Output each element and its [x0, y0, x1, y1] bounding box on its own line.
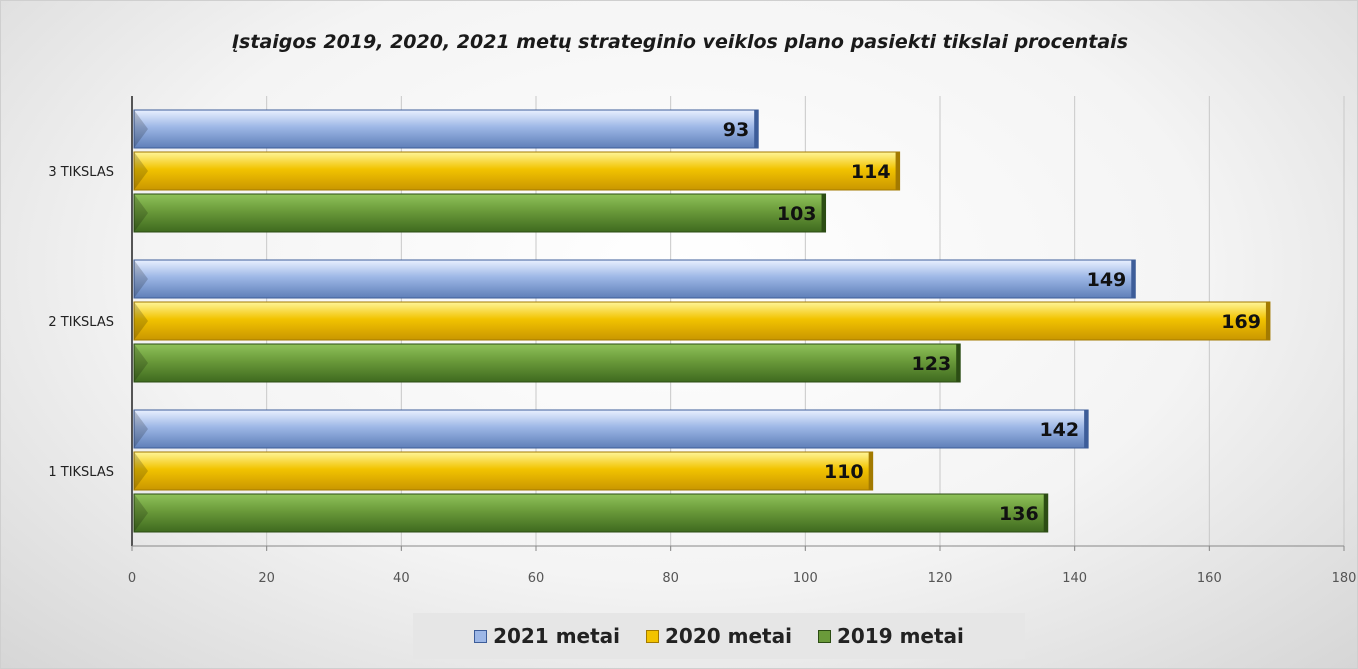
bar-end-cap: [1131, 260, 1136, 298]
bar-bevel: [134, 302, 148, 340]
legend-swatch: [817, 629, 831, 643]
x-tick-label: 40: [393, 571, 410, 586]
data-label: 93: [723, 119, 749, 141]
bar-bevel: [134, 452, 148, 490]
bar: [133, 301, 1271, 341]
legend-label: 2021 metai: [493, 624, 621, 648]
x-tick-label: 20: [258, 571, 275, 586]
bar: [133, 409, 1089, 449]
data-label: 110: [824, 461, 864, 483]
bar: [133, 259, 1136, 299]
legend-item: 2019 metai: [817, 624, 964, 648]
bar-end-cap: [754, 110, 759, 148]
bar: [133, 451, 874, 491]
x-tick-label: 60: [528, 571, 545, 586]
bar-end-cap: [1043, 494, 1048, 532]
legend-item: 2021 metai: [474, 624, 620, 648]
category-label: 2 TIKSLAS: [48, 315, 114, 330]
legend: 2021 metai 2020 metai 2019 metai: [413, 613, 1025, 659]
bar-end-cap: [895, 152, 900, 190]
bar-end-cap: [821, 194, 826, 232]
bar-end-cap: [1084, 410, 1089, 448]
category-label: 3 TIKSLAS: [48, 165, 114, 180]
bar-bevel: [134, 494, 148, 532]
data-label: 149: [1087, 269, 1127, 291]
data-label: 136: [999, 503, 1039, 525]
x-tick-label: 140: [1062, 571, 1087, 586]
bar-end-cap: [868, 452, 873, 490]
data-label: 114: [851, 161, 891, 183]
bar-bevel: [134, 344, 148, 382]
legend-swatch: [646, 629, 660, 643]
x-tick-label: 120: [928, 571, 953, 586]
bar: [133, 151, 901, 191]
legend-label: 2019 metai: [836, 624, 964, 648]
bar: [133, 343, 961, 383]
data-label: 123: [912, 353, 952, 375]
bar-bevel: [134, 152, 148, 190]
category-label: 1 TIKSLAS: [48, 465, 114, 480]
bar: [133, 193, 827, 233]
x-tick-label: 100: [793, 571, 818, 586]
data-label: 142: [1039, 419, 1079, 441]
bar-bevel: [134, 410, 148, 448]
data-label: 169: [1221, 311, 1261, 333]
chart-title: Įstaigos 2019, 2020, 2021 metų strategin…: [231, 31, 1128, 53]
x-tick-label: 180: [1332, 571, 1357, 586]
legend-item: 2020 metai: [646, 624, 792, 648]
bar: [133, 493, 1049, 533]
bar: [133, 109, 759, 149]
x-tick-label: 0: [128, 571, 136, 586]
legend-label: 2020 metai: [665, 624, 792, 648]
x-tick-label: 80: [662, 571, 679, 586]
bar-bevel: [134, 110, 148, 148]
legend-swatch: [474, 629, 488, 643]
bar-end-cap: [1265, 302, 1270, 340]
bar-bevel: [134, 194, 148, 232]
bar-bevel: [134, 260, 148, 298]
x-tick-label: 160: [1197, 571, 1222, 586]
bar-end-cap: [956, 344, 961, 382]
data-label: 103: [777, 203, 817, 225]
